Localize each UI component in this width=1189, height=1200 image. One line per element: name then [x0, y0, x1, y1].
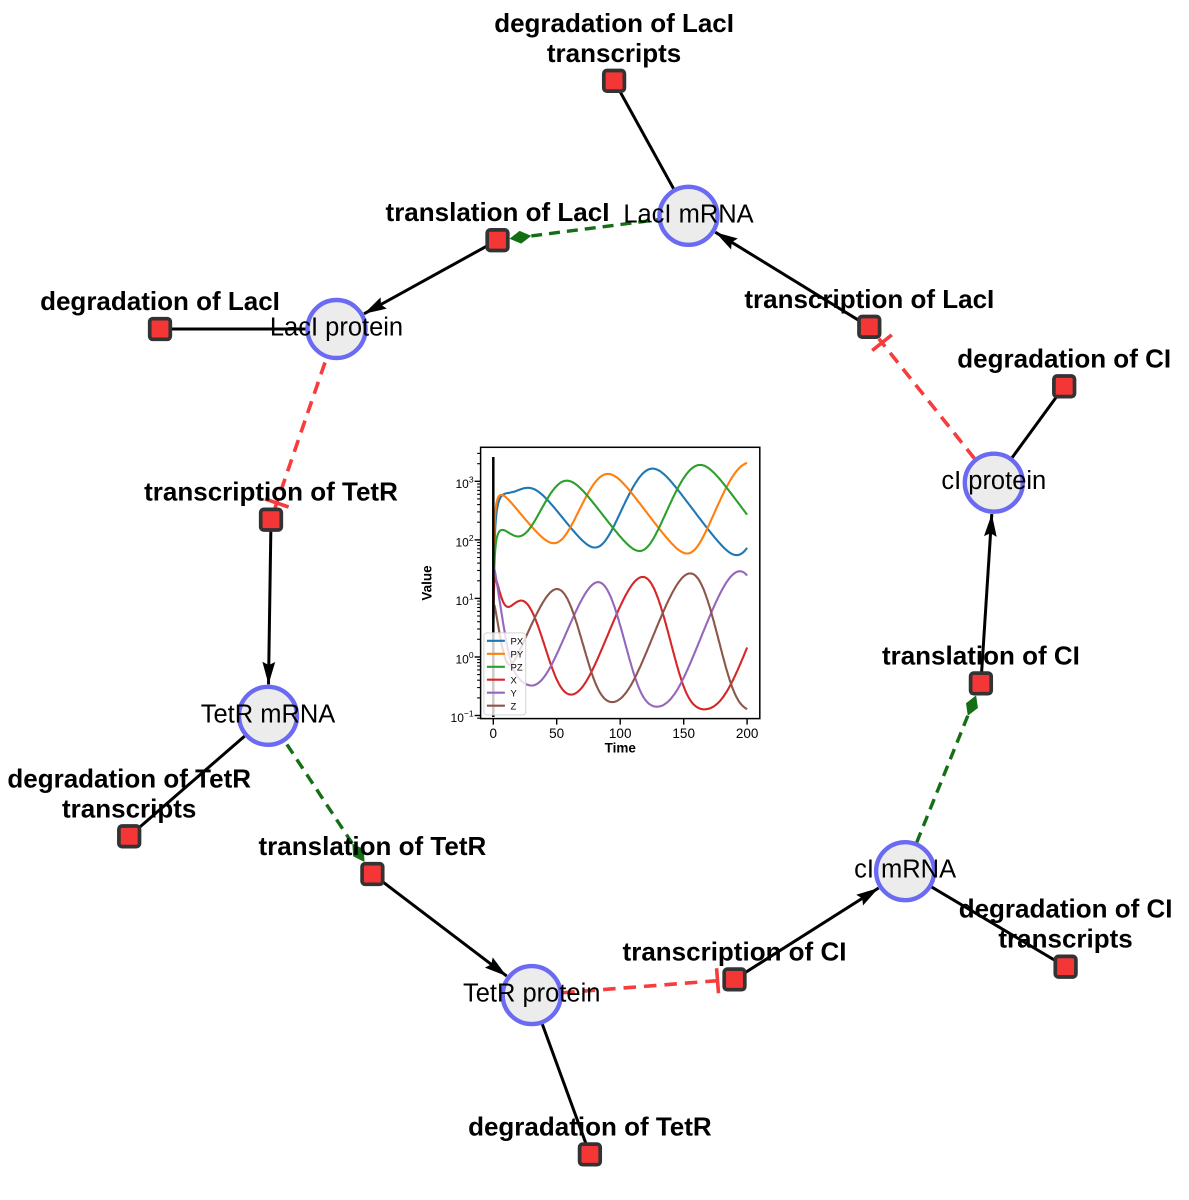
svg-text:PY: PY [511, 649, 524, 660]
svg-text:X: X [511, 675, 518, 686]
svg-text:cI protein: cI protein [941, 467, 1046, 495]
svg-text:degradation of TetR: degradation of TetR [7, 763, 251, 793]
svg-text:Z: Z [511, 701, 517, 712]
svg-text:transcription of TetR: transcription of TetR [144, 477, 398, 507]
svg-text:degradation of CI: degradation of CI [959, 894, 1173, 924]
svg-text:LacI protein: LacI protein [270, 314, 403, 342]
svg-text:0: 0 [490, 726, 498, 741]
svg-text:150: 150 [672, 726, 695, 741]
svg-text:Time: Time [605, 741, 637, 756]
svg-text:100: 100 [609, 726, 632, 741]
svg-text:transcripts: transcripts [62, 793, 196, 823]
svg-text:transcription of LacI: transcription of LacI [744, 284, 994, 314]
svg-text:degradation of TetR: degradation of TetR [468, 1111, 712, 1141]
svg-text:degradation of LacI: degradation of LacI [40, 286, 280, 316]
svg-text:translation of CI: translation of CI [882, 640, 1080, 670]
svg-text:LacI mRNA: LacI mRNA [623, 200, 753, 228]
svg-text:TetR mRNA: TetR mRNA [201, 700, 336, 728]
svg-text:degradation of LacI: degradation of LacI [494, 8, 734, 38]
svg-text:transcription of CI: transcription of CI [623, 936, 847, 966]
svg-text:transcripts: transcripts [998, 924, 1132, 954]
svg-text:translation of TetR: translation of TetR [259, 831, 487, 861]
svg-text:degradation of CI: degradation of CI [957, 343, 1171, 373]
svg-text:cI mRNA: cI mRNA [854, 856, 956, 884]
svg-text:Y: Y [511, 688, 518, 699]
svg-text:TetR protein: TetR protein [463, 980, 601, 1008]
svg-text:Value: Value [420, 565, 435, 601]
svg-text:translation of LacI: translation of LacI [386, 197, 610, 227]
svg-text:200: 200 [736, 726, 759, 741]
svg-text:transcripts: transcripts [547, 38, 681, 68]
svg-text:PX: PX [511, 636, 524, 647]
svg-text:PZ: PZ [511, 662, 523, 673]
svg-text:50: 50 [549, 726, 564, 741]
